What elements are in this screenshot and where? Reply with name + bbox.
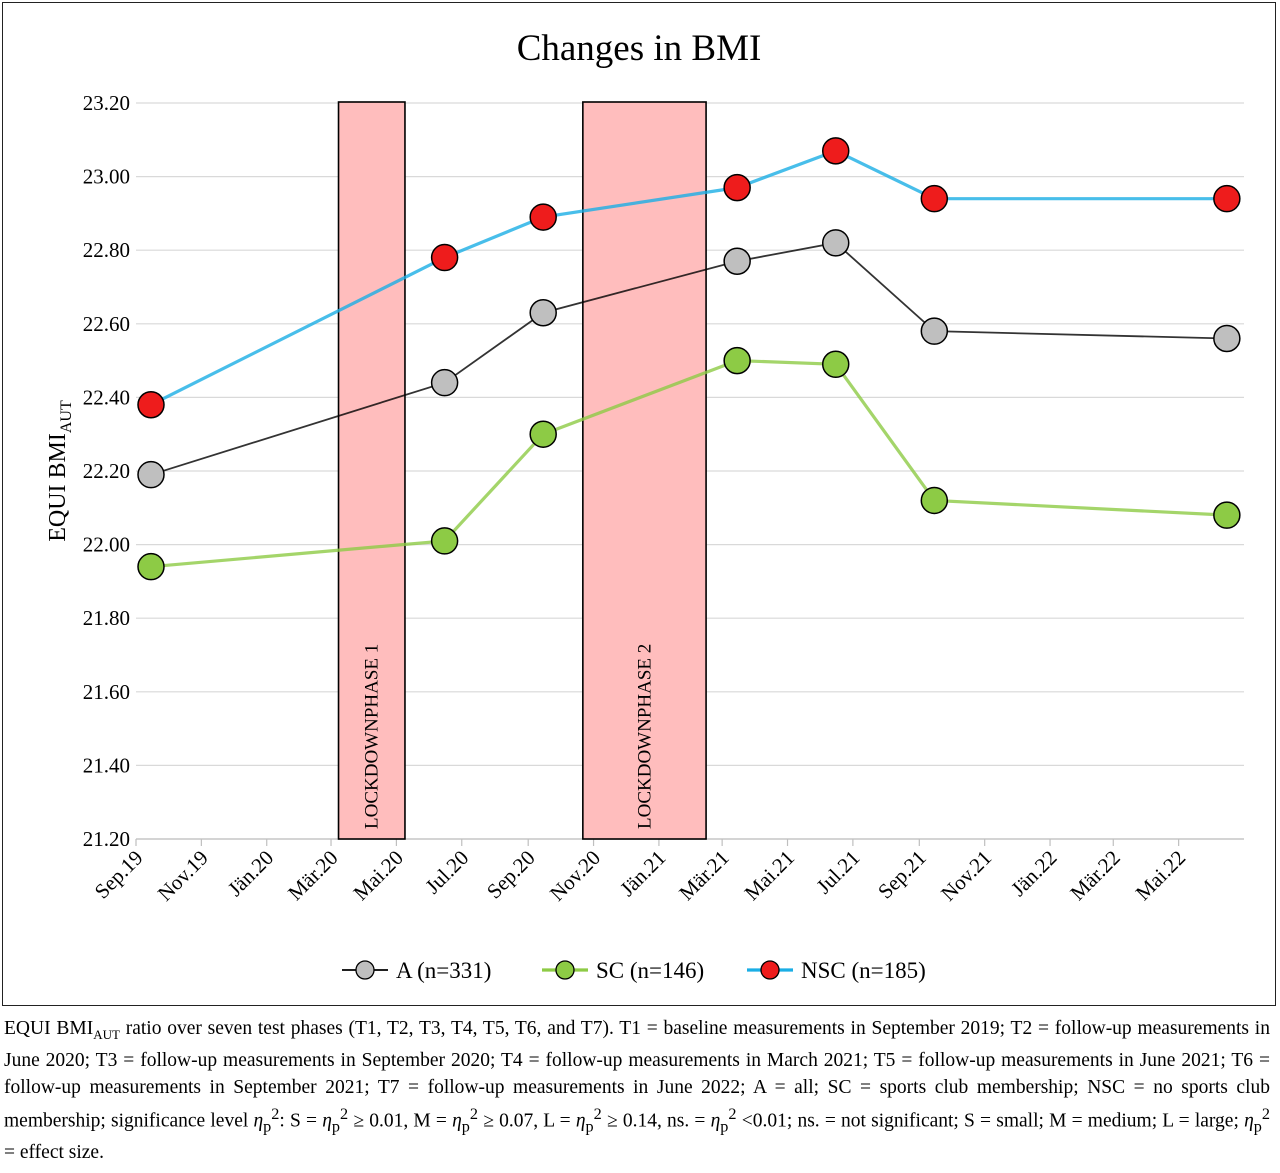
lockdown-label: LOCKDOWNPHASE 2: [634, 644, 655, 829]
data-point: [920, 486, 949, 515]
caption-eta: η: [575, 1110, 586, 1132]
x-tick-label: Mär.21: [674, 846, 733, 905]
caption-p: p: [263, 1117, 272, 1136]
caption-sq: 2: [1261, 1105, 1270, 1124]
caption-s4: : S =: [279, 1110, 323, 1132]
caption-eta: η: [253, 1110, 264, 1132]
x-tick-label: Sep.20: [482, 846, 540, 904]
caption-p: p: [1253, 1117, 1262, 1136]
x-tick-label: Nov.20: [545, 846, 605, 906]
caption-sq: 2: [469, 1105, 479, 1124]
y-axis-label: EQUI BMIAUT: [45, 400, 75, 542]
y-tick-label: 23.00: [83, 165, 130, 189]
caption-eta: η: [452, 1110, 462, 1132]
data-point: [529, 203, 557, 231]
caption-sq: 2: [271, 1105, 280, 1124]
y-tick-label: 22.20: [83, 459, 130, 483]
x-tick-label: Mär.22: [1065, 846, 1124, 905]
data-point: [821, 137, 850, 165]
data-point: [430, 368, 459, 397]
data-point: [137, 391, 165, 419]
legend-label: NSC (n=185): [801, 958, 926, 983]
data-point: [529, 420, 557, 448]
x-tick-label: Jän.20: [223, 846, 278, 901]
data-point: [723, 247, 751, 275]
data-point: [723, 346, 751, 375]
x-tick-label: Mär.20: [283, 846, 342, 905]
caption-p: p: [461, 1117, 470, 1136]
caption-s9: = effect size.: [4, 1142, 104, 1164]
data-point: [137, 460, 165, 489]
x-tick-label: Mai.21: [740, 846, 799, 905]
x-tick-label: Jul.20: [420, 846, 473, 899]
y-tick-label: 22.60: [83, 312, 130, 336]
caption-eta: η: [1244, 1110, 1254, 1132]
legend-marker: [355, 960, 375, 980]
x-tick-label: Sep.21: [873, 846, 931, 904]
caption-p: p: [331, 1117, 341, 1136]
x-tick-label: Sep.19: [90, 846, 148, 904]
x-tick-label: Nov.21: [936, 846, 996, 906]
bmi-line-chart: Changes in BMI EQUI BMIAUT 21.20 21.40 21.60…: [45, 28, 1244, 983]
y-tick-label: 21.20: [83, 827, 130, 851]
data-point: [137, 552, 165, 581]
caption-equi: EQUI BMI: [4, 1018, 94, 1039]
caption-p: p: [720, 1117, 729, 1136]
y-tick-label: 22.80: [83, 238, 130, 262]
x-tick-label: Jän.21: [615, 846, 670, 901]
caption-aut: AUT: [93, 1026, 120, 1042]
lockdown-box: [582, 101, 707, 840]
legend-marker: [760, 960, 780, 980]
data-point: [920, 184, 949, 213]
data-point: [1213, 184, 1241, 213]
caption-sq: 2: [340, 1105, 349, 1124]
chart-title: Changes in BMI: [517, 28, 762, 69]
caption-s8: <0.01; ns. = not significant; S = small;…: [736, 1110, 1245, 1132]
x-tick-label: Mai.20: [348, 846, 407, 905]
caption-s7: ≥ 0.14, ns. =: [601, 1110, 711, 1132]
data-point: [920, 317, 949, 345]
lockdown-label: LOCKDOWNPHASE 1: [362, 644, 383, 829]
caption-text: ratio over seven test phases (T1, T2, T3…: [4, 1018, 1270, 1132]
data-point: [430, 527, 459, 555]
legend-marker: [555, 960, 575, 980]
legend-label: SC (n=146): [596, 958, 704, 983]
caption-sq: 2: [728, 1105, 737, 1124]
data-point: [1213, 324, 1241, 353]
x-tick-label: Mai.22: [1131, 846, 1190, 905]
caption-s6: ≥ 0.07, L =: [478, 1110, 576, 1132]
data-point: [529, 299, 557, 327]
y-tick-label: 21.60: [83, 680, 130, 704]
x-tick-label: Jul.21: [812, 846, 865, 899]
caption-sq: 2: [593, 1105, 602, 1124]
y-tick-label: 21.80: [83, 606, 130, 630]
caption-s5: ≥ 0.01, M =: [348, 1110, 453, 1132]
data-point: [723, 173, 751, 202]
data-point: [430, 243, 459, 272]
caption-eta: η: [322, 1110, 332, 1132]
y-tick-label: 22.40: [83, 385, 130, 409]
data-point: [821, 350, 850, 379]
x-tick-label: Jän.22: [1006, 846, 1061, 901]
caption-p: p: [585, 1117, 594, 1136]
lockdown-box: [337, 101, 406, 840]
figure-caption: EQUI BMIAUT ratio over seven test phases…: [4, 1016, 1270, 1167]
data-point: [1213, 501, 1241, 529]
caption-eta: η: [710, 1110, 721, 1132]
y-tick-label: 21.40: [83, 753, 130, 777]
data-point: [821, 229, 850, 257]
y-tick-label: 23.20: [83, 91, 130, 115]
x-tick-label: Nov.19: [153, 846, 213, 906]
y-tick-label: 22.00: [83, 533, 130, 557]
legend-label: A (n=331): [396, 958, 491, 983]
